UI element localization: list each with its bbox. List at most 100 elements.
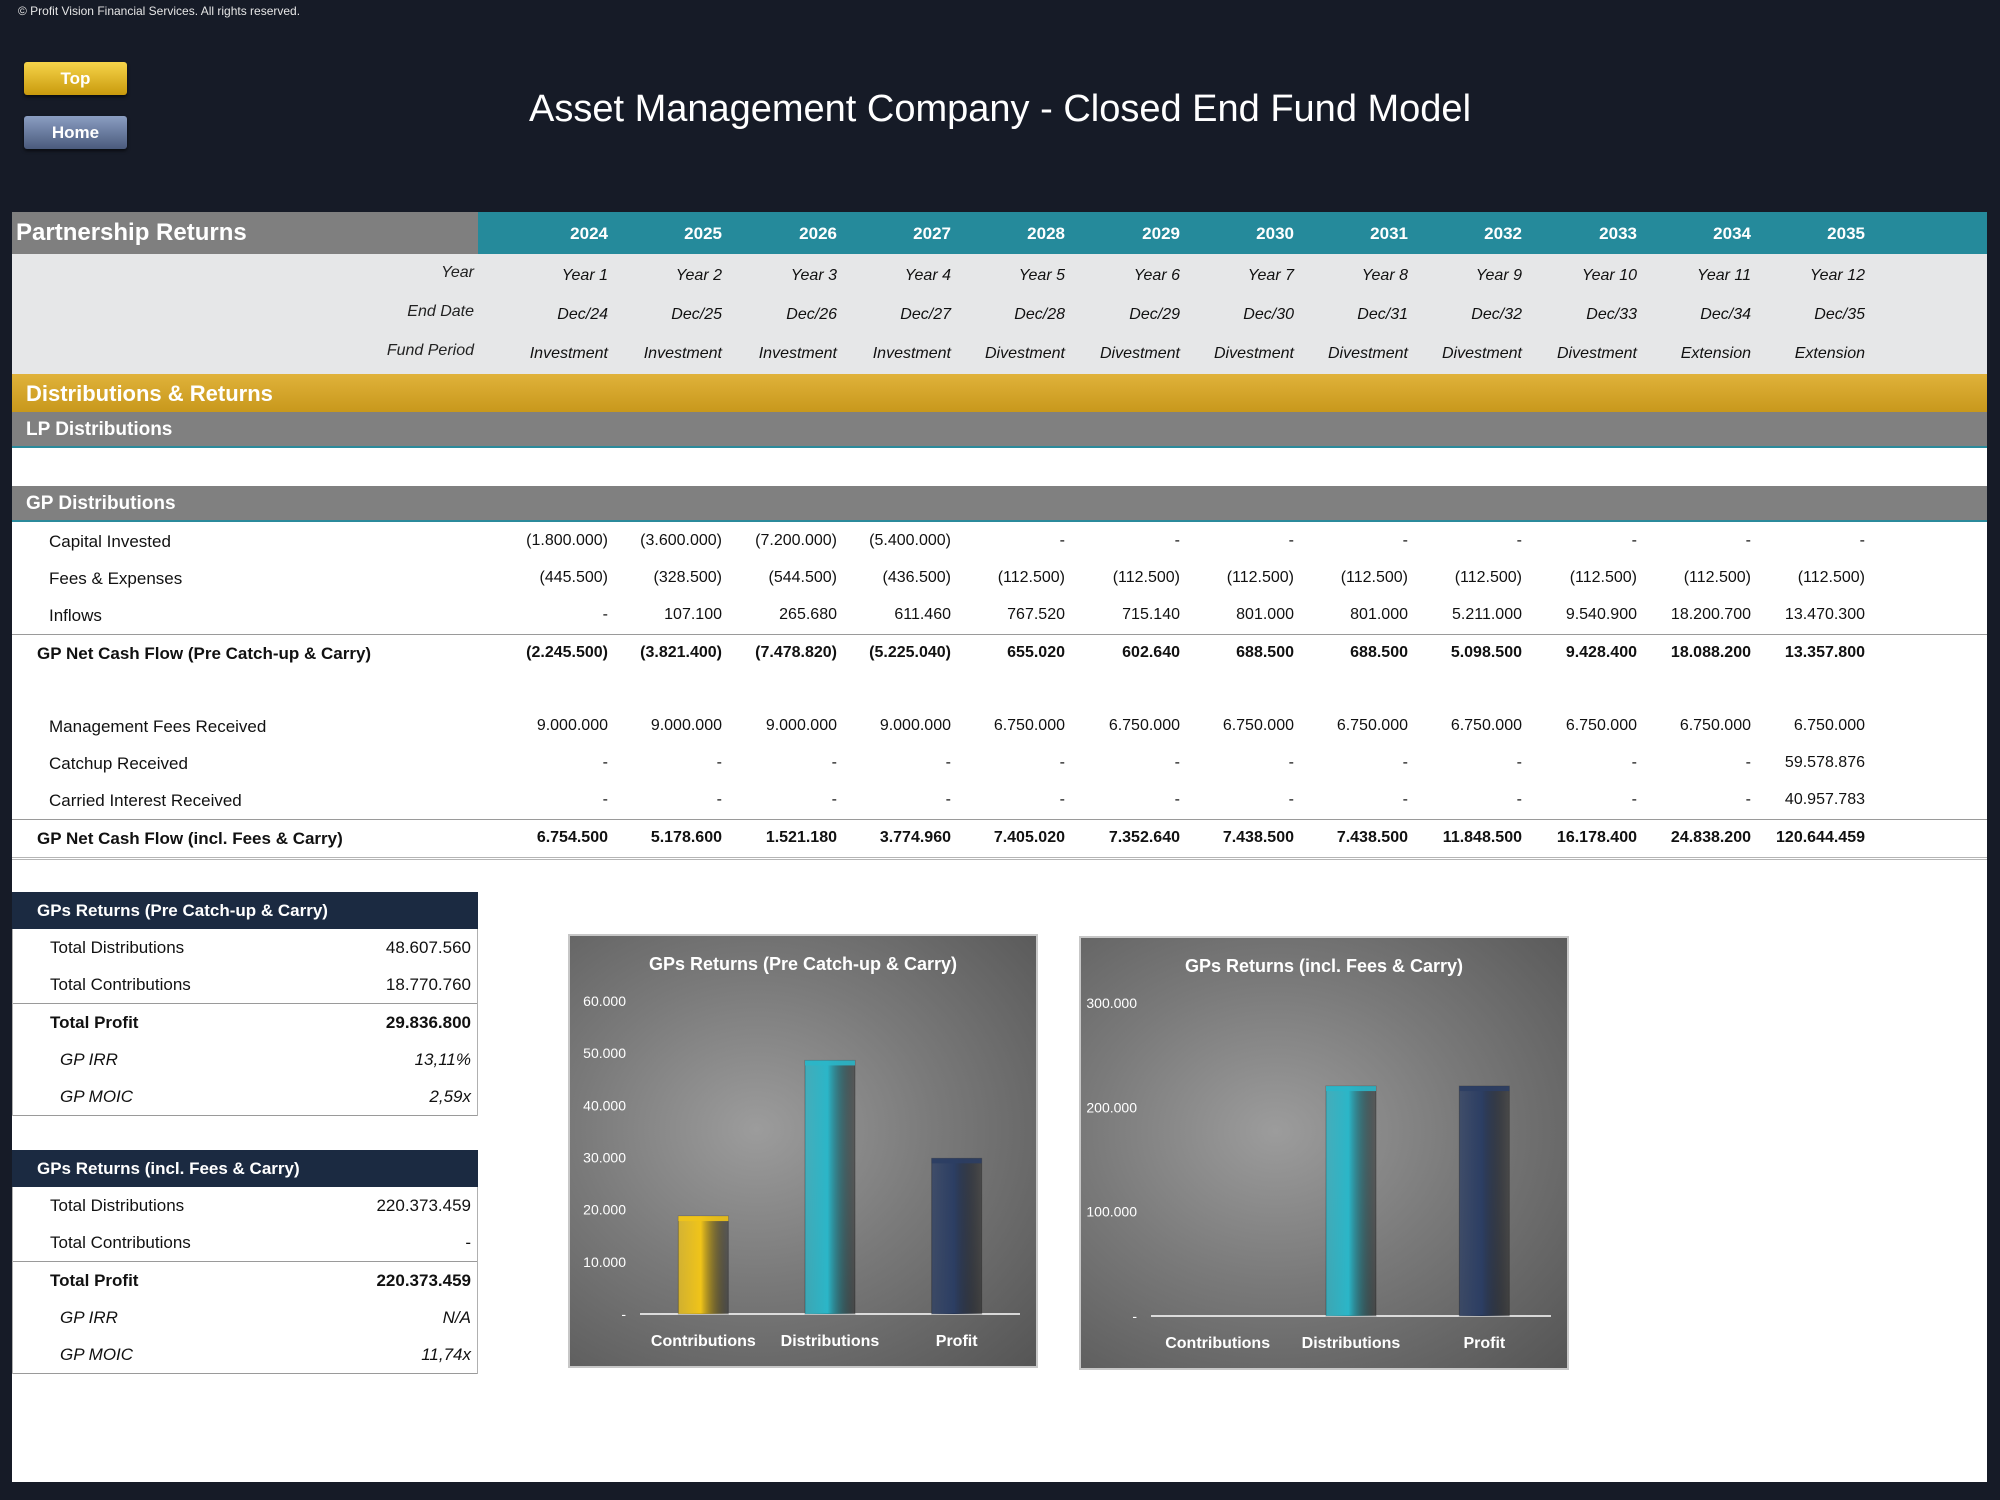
bar-profit <box>1458 1085 1510 1317</box>
row-value: 655.020 <box>1007 644 1065 661</box>
row-value: 5.211.000 <box>1452 606 1522 623</box>
info-cell: Dec/35 <box>1814 306 1865 323</box>
table-row: GP Net Cash Flow (incl. Fees & Carry) 6.7… <box>12 819 1987 860</box>
year-header-row: Partnership Returns 2024 2025 2026 2027 2028… <box>12 212 1987 254</box>
row-value: - <box>1059 754 1065 771</box>
y-tick-label: 60.000 <box>583 993 626 1009</box>
home-button[interactable]: Home <box>24 116 127 149</box>
table-row: Fees & Expenses (445.500) (328.500) (544.50… <box>12 560 1987 597</box>
row-value: (544.500) <box>768 569 838 586</box>
row-value: - <box>1174 754 1180 771</box>
page-title: Asset Management Company - Closed End Fu… <box>528 88 1472 130</box>
summary-row: Total Profit 29.836.800 <box>13 1003 477 1041</box>
row-value: 767.520 <box>1007 606 1065 623</box>
row-value: 5.098.500 <box>1450 644 1522 661</box>
info-cell: Divestment <box>1441 345 1522 362</box>
row-value: 611.460 <box>894 606 951 623</box>
y-tick-label: 300.000 <box>1086 995 1137 1011</box>
distributions-returns-band: Distributions & Returns <box>12 374 1987 412</box>
summary-label: Total Distributions <box>50 1196 185 1215</box>
row-value: 120.644.459 <box>1776 829 1865 846</box>
row-value: 7.438.500 <box>1222 829 1294 846</box>
summary-row: Total Profit 220.373.459 <box>13 1261 477 1299</box>
row-value: 3.774.960 <box>879 829 951 846</box>
info-cell: Dec/28 <box>1014 306 1065 323</box>
info-cell: Divestment <box>1556 345 1637 362</box>
summary-row: GP IRR N/A <box>13 1299 477 1336</box>
year-header-2030: 2030 <box>1256 224 1294 243</box>
summary-value: 220.373.459 <box>376 1196 471 1215</box>
row-value: - <box>1174 791 1180 808</box>
table-row: Catchup Received - - - - - - - - - - - 59.578.876 <box>12 745 1987 782</box>
summary-row: Total Contributions 18.770.760 <box>13 966 477 1003</box>
table-row: Capital Invested (1.800.000) (3.600.000) (7… <box>12 523 1987 560</box>
summary-value: - <box>465 1233 471 1252</box>
row-value: 7.352.640 <box>1108 829 1180 846</box>
info-cell: Year 2 <box>675 267 722 284</box>
info-cell: Investment <box>529 345 608 362</box>
y-tick-label: 30.000 <box>583 1150 626 1166</box>
table-row: Management Fees Received 9.000.000 9.000.0… <box>12 708 1987 745</box>
row-value: - <box>1516 532 1522 549</box>
info-cell: Extension <box>1680 345 1751 362</box>
year-header-2026: 2026 <box>799 224 837 243</box>
distributions-returns-label: Distributions & Returns <box>26 381 273 406</box>
bar-contributions <box>677 1215 729 1315</box>
row-value: 6.750.000 <box>1793 717 1865 734</box>
bar-distributions <box>1325 1085 1377 1317</box>
row-value: - <box>1059 791 1065 808</box>
worksheet: Partnership Returns 2024 2025 2026 2027 2028… <box>12 212 1987 1482</box>
row-value: 6.750.000 <box>1336 717 1408 734</box>
year-header-2027: 2027 <box>913 224 951 243</box>
row-value: 6.750.000 <box>1450 717 1522 734</box>
info-cell: Divestment <box>1327 345 1408 362</box>
row-value: 107.100 <box>664 606 722 623</box>
row-value: 24.838.200 <box>1670 829 1751 846</box>
row-value: 9.000.000 <box>536 717 608 734</box>
info-cell: Investment <box>758 345 837 362</box>
info-cell: Year 3 <box>790 267 837 284</box>
x-tick-label: Contributions <box>1165 1335 1270 1352</box>
row-value: 6.750.000 <box>1108 717 1180 734</box>
summary-incl-carry: GPs Returns (incl. Fees & Carry) Total D… <box>12 1150 478 1374</box>
summary-label: GP IRR <box>60 1308 118 1327</box>
summary-value: 220.373.459 <box>376 1271 471 1290</box>
row-value: 6.750.000 <box>1565 717 1637 734</box>
year-header-2033: 2033 <box>1599 224 1637 243</box>
info-cell: Divestment <box>1213 345 1294 362</box>
row-value: 18.200.700 <box>1670 606 1751 623</box>
row-value: - <box>1288 791 1294 808</box>
summary-value: 18.770.760 <box>385 975 471 994</box>
row-value: 5.178.600 <box>650 829 722 846</box>
info-cell: Year 9 <box>1475 267 1522 284</box>
row-label: Catchup Received <box>49 754 188 773</box>
row-value: 59.578.876 <box>1784 754 1865 771</box>
summary_pre-body: Total Distributions 48.607.560 Total Contr… <box>12 929 478 1116</box>
top-button[interactable]: Top <box>24 62 127 95</box>
row-value: (112.500) <box>1569 569 1637 586</box>
info-row-label: Year <box>441 264 474 281</box>
row-value: 6.750.000 <box>1679 717 1751 734</box>
info-cell: Dec/32 <box>1471 306 1522 323</box>
y-tick-label: 40.000 <box>583 1097 626 1113</box>
row-value: (112.500) <box>1226 569 1294 586</box>
bar-chart-svg: GPs Returns (Pre Catch-up & Carry) - 10.00… <box>583 954 1020 1350</box>
summary-row: Total Contributions - <box>13 1224 477 1261</box>
row-value: - <box>1631 532 1637 549</box>
row-value: - <box>602 606 608 623</box>
year-header-2031: 2031 <box>1370 224 1408 243</box>
x-tick-label: Profit <box>1463 1335 1505 1352</box>
row-value: 688.500 <box>1236 644 1294 661</box>
row-value: (445.500) <box>539 569 609 586</box>
row-value: (3.600.000) <box>640 532 722 549</box>
row-value: 6.750.000 <box>1222 717 1294 734</box>
row-value: (3.821.400) <box>640 644 722 661</box>
summary-label: Total Profit <box>50 1271 139 1290</box>
summary-label: GP MOIC <box>60 1087 134 1106</box>
row-value: 9.540.900 <box>1565 606 1637 623</box>
row-value: 6.754.500 <box>536 829 608 846</box>
bar-cap <box>1326 1086 1376 1092</box>
info-row-label: Fund Period <box>386 342 474 359</box>
bar-cap <box>678 1216 729 1222</box>
row-value: (112.500) <box>997 569 1065 586</box>
